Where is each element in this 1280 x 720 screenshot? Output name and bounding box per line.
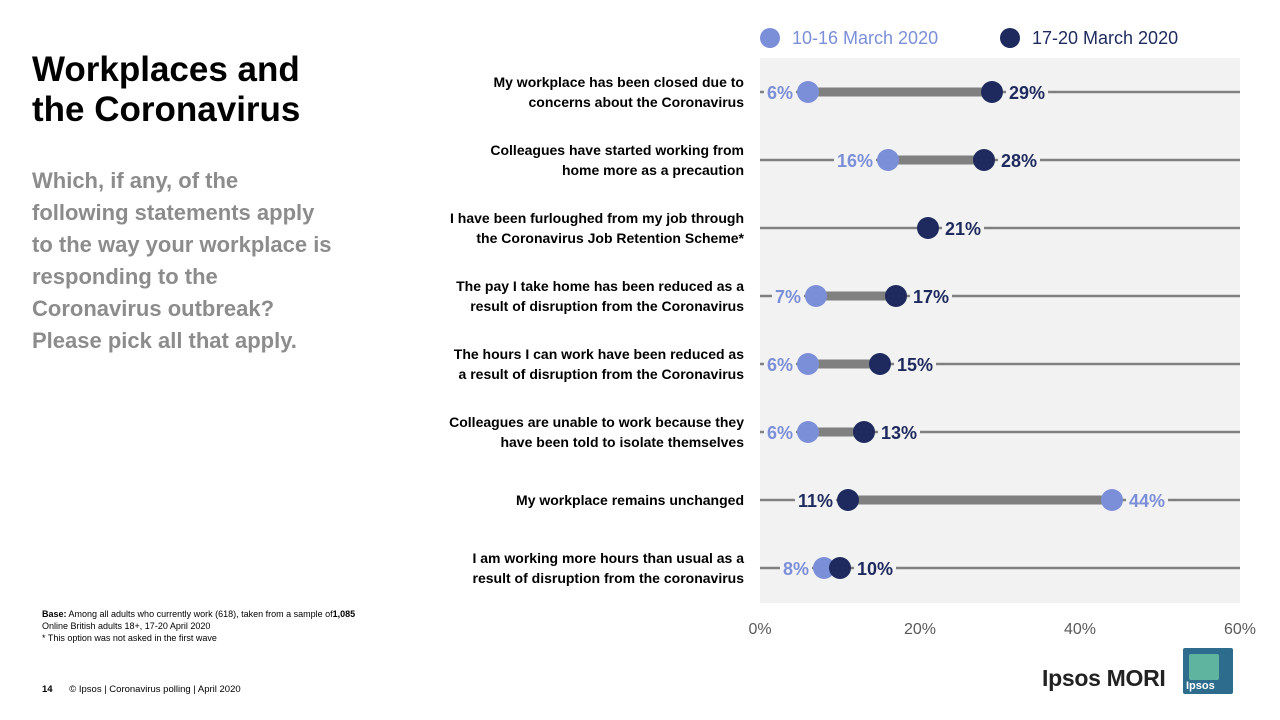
marker-wave1	[877, 149, 899, 171]
x-tick-label: 20%	[904, 621, 936, 638]
value-label-bg	[894, 353, 937, 375]
ipsos-badge-text: Ipsos	[1186, 680, 1215, 692]
value-label-wave2: 10%	[857, 559, 893, 579]
value-label-wave2: 11%	[798, 491, 833, 511]
marker-wave2	[837, 489, 859, 511]
value-label-bg	[1006, 81, 1049, 103]
value-label-wave2: 15%	[897, 355, 933, 375]
value-label-wave1: 6%	[767, 355, 793, 375]
category-label: The hours I can work have been reduced a…	[454, 346, 744, 362]
value-label-wave1: 44%	[1129, 491, 1165, 511]
value-label-bg	[763, 81, 796, 103]
marker-wave2	[981, 81, 1003, 103]
value-label-wave1: 16%	[837, 151, 873, 171]
value-label-bg	[998, 149, 1041, 171]
value-label-wave1: 8%	[783, 559, 809, 579]
marker-wave1	[797, 81, 819, 103]
base-text: Among all adults who currently work (618…	[66, 609, 333, 619]
value-label-wave2: 13%	[881, 423, 917, 443]
value-label-bg	[763, 353, 796, 375]
value-label-wave2: 21%	[945, 219, 981, 239]
legend-label-wave1: 10-16 March 2020	[792, 27, 939, 48]
marker-wave1	[797, 353, 819, 375]
value-label-bg	[771, 285, 804, 307]
value-label-bg	[854, 557, 897, 579]
value-label-bg	[779, 557, 812, 579]
category-label: I have been furloughed from my job throu…	[450, 210, 744, 226]
x-tick-label: 40%	[1064, 621, 1096, 638]
category-label: Colleagues are unable to work because th…	[449, 414, 744, 430]
value-label-bg	[794, 489, 836, 511]
footer-text: © Ipsos | Coronavirus polling | April 20…	[69, 684, 241, 695]
x-tick-label: 0%	[748, 621, 771, 638]
category-label: a result of disruption from the Coronavi…	[459, 366, 745, 382]
ipsos-logo-icon: Ipsos	[1183, 648, 1233, 694]
value-label-wave1: 6%	[767, 423, 793, 443]
footer: 14 © Ipsos | Coronavirus polling | April…	[42, 684, 241, 695]
category-label: the Coronavirus Job Retention Scheme*	[476, 230, 744, 246]
marker-wave1	[797, 421, 819, 443]
legend-marker-wave2	[1000, 28, 1020, 48]
legend-marker-wave1	[760, 28, 780, 48]
marker-wave1	[805, 285, 827, 307]
marker-wave2	[829, 557, 851, 579]
legend-item-wave1: 10-16 March 2020	[760, 26, 938, 50]
survey-question: Which, if any, of the following statemen…	[32, 168, 332, 353]
value-label-wave2: 17%	[913, 287, 949, 307]
value-label-bg	[910, 285, 953, 307]
base-text-2: Online British adults 18+, 17-20 April 2…	[42, 621, 211, 631]
marker-wave2	[869, 353, 891, 375]
slide-title: Workplaces and the Coronavirus	[32, 50, 301, 129]
value-label-wave2: 29%	[1009, 83, 1045, 103]
value-label-bg	[942, 217, 985, 239]
category-label: result of disruption from the coronaviru…	[473, 570, 745, 586]
value-label-bg	[878, 421, 921, 443]
base-footnote: * This option was not asked in the first…	[42, 633, 217, 643]
category-label: home more as a precaution	[562, 162, 744, 178]
category-label: concerns about the Coronavirus	[529, 94, 745, 110]
category-label: result of disruption from the Coronaviru…	[470, 298, 744, 314]
marker-wave1	[1101, 489, 1123, 511]
base-label: Base:	[42, 609, 67, 619]
marker-wave2	[885, 285, 907, 307]
category-label: Colleagues have started working from	[490, 142, 744, 158]
marker-wave2	[853, 421, 875, 443]
value-label-bg	[833, 149, 876, 171]
category-label: The pay I take home has been reduced as …	[456, 278, 744, 294]
base-note: Base: Among all adults who currently wor…	[42, 608, 362, 644]
marker-wave2	[973, 149, 995, 171]
category-label: I am working more hours than usual as a	[472, 550, 744, 566]
legend-label-wave2: 17-20 March 2020	[1032, 27, 1179, 48]
page-number: 14	[42, 684, 53, 695]
category-label: My workplace has been closed due to	[493, 74, 744, 90]
marker-wave1	[813, 557, 835, 579]
base-sample: 1,085	[332, 609, 356, 619]
x-tick-label: 60%	[1224, 621, 1256, 638]
marker-wave2	[917, 217, 939, 239]
category-label: have been told to isolate themselves	[500, 434, 744, 450]
legend-item-wave2: 17-20 March 2020	[1000, 26, 1178, 50]
value-label-wave1: 7%	[775, 287, 801, 307]
category-label: My workplace remains unchanged	[516, 492, 744, 508]
plot-area	[760, 58, 1240, 603]
value-label-bg	[763, 421, 796, 443]
value-label-wave2: 28%	[1001, 151, 1037, 171]
value-label-bg	[1126, 489, 1169, 511]
value-label-wave1: 6%	[767, 83, 793, 103]
ipsos-mori-logo: Ipsos MORI	[1042, 665, 1166, 691]
